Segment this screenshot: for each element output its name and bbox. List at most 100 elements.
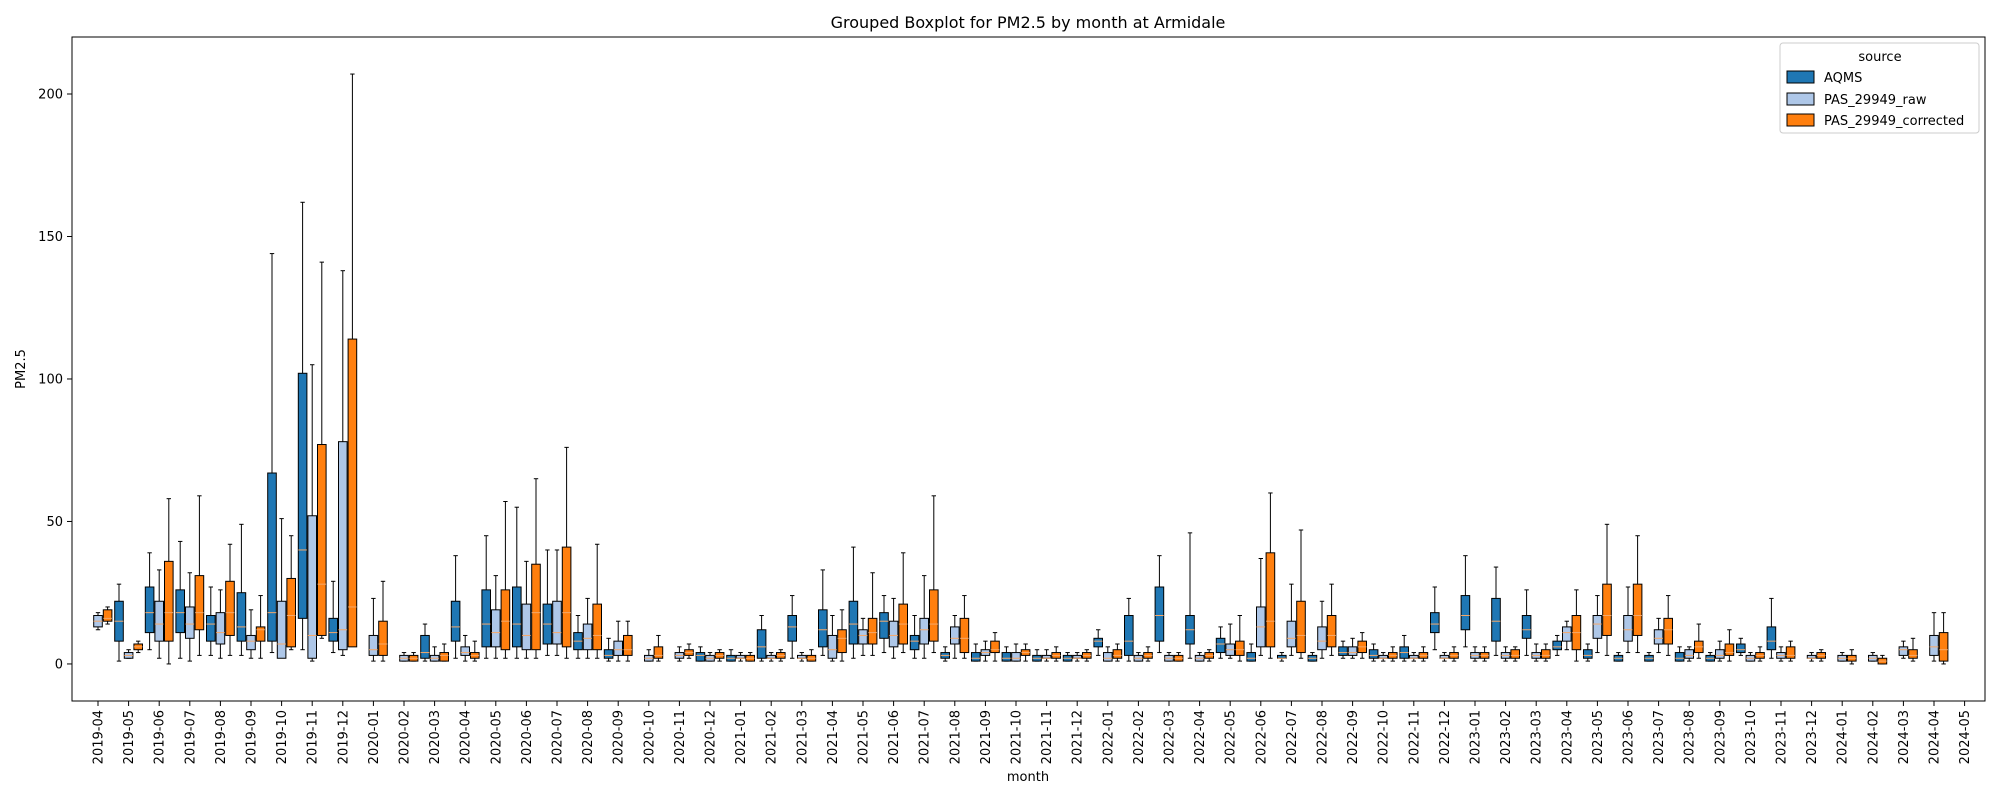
x-tick-label: 2023-02 — [1499, 710, 1514, 764]
box-pas-29949-raw — [1439, 652, 1450, 662]
box-pas-29949-corrected — [653, 634, 664, 662]
legend-label-pas-corrected: PAS_29949_corrected — [1824, 114, 1964, 129]
box-pas-29949-corrected — [684, 643, 694, 659]
box-pas-29949-raw — [827, 615, 838, 662]
x-tick-label: 2020-12 — [704, 710, 719, 764]
x-tick-label: 2019-07 — [183, 710, 198, 764]
box-pas-29949-raw — [919, 575, 930, 659]
box-pas-29949-raw — [460, 634, 470, 662]
y-tick-label: 50 — [46, 515, 63, 530]
box-iqr — [512, 586, 522, 648]
box-pas-29949-raw — [1745, 652, 1756, 662]
box-iqr — [378, 620, 388, 656]
box-pas-29949-raw — [1286, 583, 1297, 656]
box-pas-29949-corrected — [714, 649, 725, 662]
x-tick-label: 2021-03 — [795, 710, 810, 764]
box-pas-29949-raw — [1225, 623, 1236, 659]
box-iqr — [818, 609, 828, 648]
box-pas-29949-raw — [1378, 652, 1389, 662]
x-tick-label: 2021-11 — [1040, 710, 1055, 764]
box-pas-29949-raw — [123, 649, 134, 659]
box-aqms — [573, 615, 583, 659]
box-iqr — [1246, 652, 1257, 662]
box-aqms — [328, 580, 338, 654]
box-iqr — [1510, 649, 1521, 659]
box-pas-29949-raw — [980, 640, 991, 662]
box-iqr — [338, 441, 348, 651]
box-iqr — [695, 652, 706, 662]
x-tick-label: 2021-06 — [887, 710, 902, 764]
box-pas-29949-raw — [1868, 652, 1878, 662]
box-iqr — [561, 546, 572, 648]
box-aqms — [1368, 643, 1379, 662]
legend-swatch-aqms — [1786, 70, 1815, 84]
box-pas-29949-corrected — [776, 649, 786, 662]
box-iqr — [368, 634, 379, 656]
legend-swatch-pas-raw — [1786, 92, 1815, 106]
x-tick-label: 2022-02 — [1132, 710, 1147, 764]
box-pas-29949-corrected — [1173, 652, 1184, 662]
plot-frame — [71, 36, 1986, 702]
x-tick-label: 2021-05 — [857, 710, 872, 764]
x-tick-label: 2021-09 — [979, 710, 994, 764]
box-pas-29949-corrected — [1785, 640, 1796, 662]
box-pas-29949-raw — [307, 364, 317, 662]
box-pas-29949-raw — [1072, 652, 1083, 662]
box-pas-29949-corrected — [347, 73, 358, 648]
box-aqms — [971, 643, 981, 662]
box-pas-29949-raw — [1011, 643, 1021, 662]
box-pas-29949-corrected — [592, 543, 603, 659]
box-iqr — [215, 612, 226, 645]
box-aqms — [1338, 640, 1348, 659]
legend-label-aqms: AQMS — [1824, 71, 1862, 86]
x-tick-label: 2020-01 — [367, 710, 382, 764]
box-iqr — [1317, 626, 1327, 651]
box-pas-29949-corrected — [531, 478, 541, 659]
box-iqr — [307, 515, 317, 659]
box-iqr — [1602, 583, 1612, 636]
x-tick-label: 2022-09 — [1346, 710, 1361, 764]
box-iqr — [481, 589, 491, 648]
x-tick-label: 2019-08 — [214, 710, 229, 764]
box-pas-29949-corrected — [439, 643, 449, 662]
box-aqms — [267, 253, 277, 654]
box-pas-29949-corrected — [1265, 492, 1276, 659]
box-aqms — [297, 201, 308, 651]
x-tick-label: 2020-07 — [551, 710, 566, 764]
box-iqr — [1592, 615, 1603, 639]
box-iqr — [1632, 583, 1643, 636]
box-iqr — [653, 646, 664, 659]
box-pas-29949-raw — [368, 597, 379, 662]
box-aqms — [1001, 646, 1012, 662]
box-iqr — [255, 626, 266, 642]
box-iqr — [1898, 646, 1909, 656]
box-pas-29949-corrected — [898, 552, 909, 654]
x-tick-label: 2020-10 — [642, 710, 657, 764]
box-pas-29949-corrected — [959, 595, 970, 659]
x-tick-label: 2024-05 — [1958, 710, 1973, 764]
box-iqr — [1326, 615, 1337, 648]
box-pas-29949-raw — [1715, 640, 1725, 662]
box-pas-29949-corrected — [1051, 646, 1062, 662]
legend-frame — [1779, 42, 1980, 134]
x-tick-label: 2021-07 — [918, 710, 933, 764]
box-pas-29949-raw — [950, 615, 960, 659]
x-tick-label: 2023-07 — [1652, 710, 1667, 764]
x-tick-label: 2020-04 — [459, 710, 474, 764]
box-pas-29949-raw — [491, 575, 501, 659]
box-pas-29949-corrected — [561, 446, 572, 659]
legend-title: source — [1858, 50, 1901, 65]
box-pas-29949-raw — [674, 646, 685, 662]
x-tick-label: 2022-10 — [1377, 710, 1392, 764]
box-pas-29949-raw — [1837, 652, 1848, 662]
box-pas-29949-corrected — [133, 640, 143, 654]
box-aqms — [542, 549, 553, 656]
box-pas-29949-corrected — [500, 501, 511, 659]
box-aqms — [1552, 634, 1563, 656]
box-iqr — [1541, 649, 1551, 659]
box-iqr — [1938, 632, 1949, 662]
box-iqr — [1583, 649, 1593, 659]
x-tick-label: 2024-04 — [1928, 710, 1943, 764]
box-iqr — [1112, 649, 1123, 659]
